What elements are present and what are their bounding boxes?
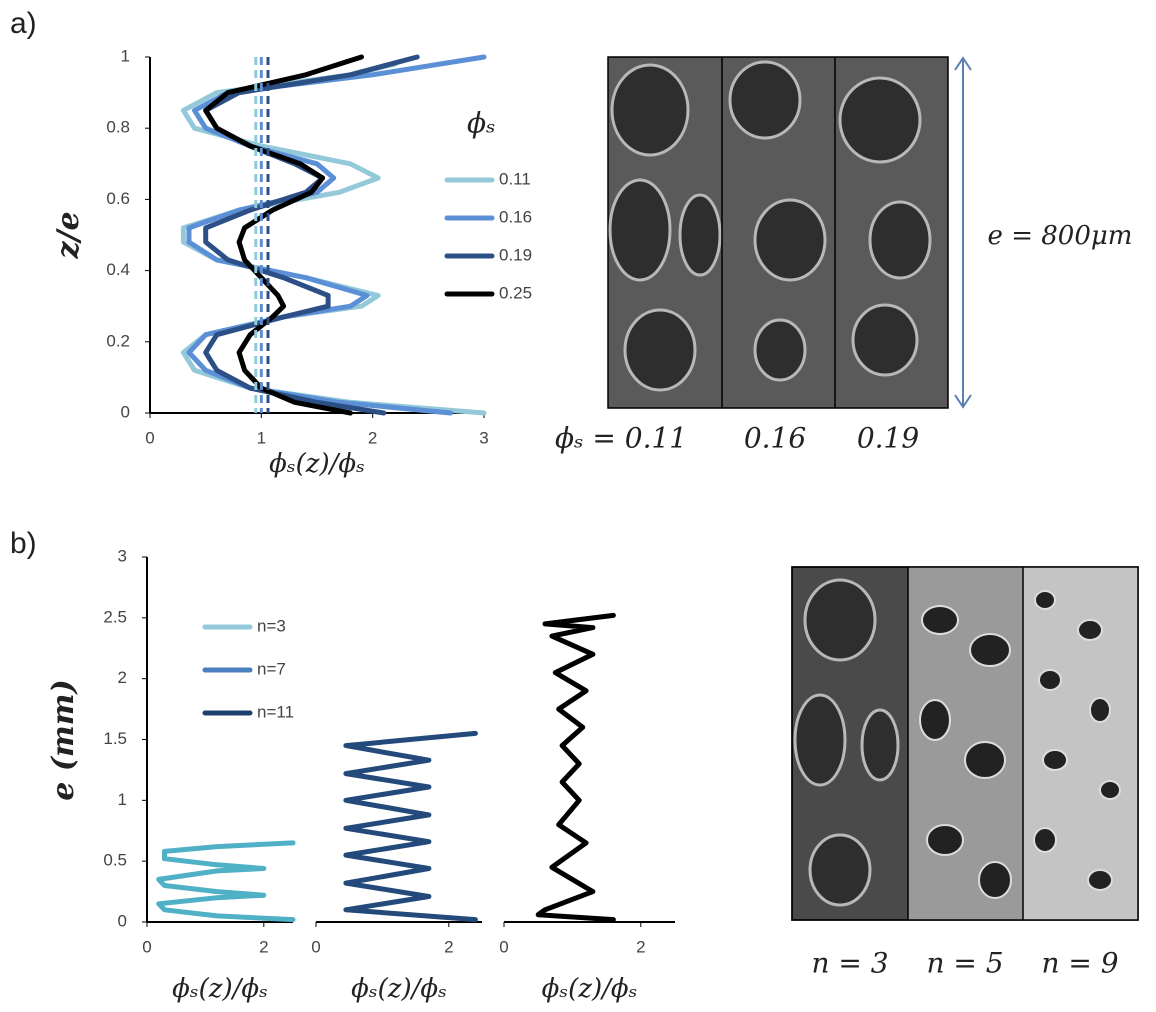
y-tick-label: 0.5 bbox=[103, 851, 127, 870]
x-tick-label: 0 bbox=[499, 937, 508, 956]
legend-label: n=11 bbox=[257, 702, 294, 721]
y-tick-label: 0.8 bbox=[106, 118, 130, 137]
x-tick-label: 2 bbox=[636, 937, 645, 956]
series-line bbox=[203, 54, 364, 416]
y-tick-label: 2.5 bbox=[103, 607, 127, 626]
y-tick-label: 0 bbox=[121, 402, 130, 421]
x-tick-label: 0 bbox=[145, 428, 154, 447]
series-line bbox=[186, 54, 487, 416]
series-line bbox=[180, 61, 487, 416]
y-tick-label: 1.5 bbox=[103, 729, 127, 748]
image-caption: 0.16 bbox=[744, 422, 806, 455]
x-tick-label: 2 bbox=[444, 937, 453, 956]
scale-label: e = 800μm bbox=[988, 221, 1133, 251]
y-tick-label: 3 bbox=[118, 546, 127, 565]
image-caption: n = 3 bbox=[811, 947, 888, 980]
series-line bbox=[535, 612, 616, 923]
legend-label: 0.11 bbox=[499, 169, 531, 188]
x-tick-label: 2 bbox=[259, 937, 268, 956]
y-axis-label: e (mm) bbox=[46, 679, 81, 800]
image-caption: 0.19 bbox=[857, 422, 919, 455]
scale-arrow bbox=[954, 56, 972, 409]
legend-label: n=3 bbox=[257, 616, 286, 635]
x-axis-label: ϕₛ(z)/ϕₛ bbox=[542, 974, 638, 1004]
y-tick-label: 1 bbox=[118, 790, 127, 809]
legend-title: ϕₛ bbox=[467, 107, 496, 140]
x-axis-label: ϕₛ(z)/ϕₛ bbox=[269, 449, 365, 479]
y-tick-label: 0.4 bbox=[106, 260, 130, 279]
y-axis-label: z/e bbox=[51, 211, 86, 259]
y-tick-label: 0 bbox=[118, 911, 127, 930]
image-caption: n = 5 bbox=[926, 947, 1003, 980]
panel-label: b) bbox=[10, 527, 37, 560]
image-caption: n = 9 bbox=[1041, 947, 1118, 980]
legend-label: 0.19 bbox=[499, 245, 532, 264]
y-tick-label: 1 bbox=[121, 46, 130, 65]
x-tick-label: 3 bbox=[479, 428, 488, 447]
legend-label: 0.25 bbox=[499, 283, 532, 302]
x-tick-label: 1 bbox=[257, 428, 266, 447]
legend-label: n=7 bbox=[257, 659, 286, 678]
series-line bbox=[156, 840, 296, 923]
x-tick-label: 0 bbox=[142, 937, 151, 956]
series-line bbox=[343, 730, 478, 923]
y-tick-label: 0.2 bbox=[106, 331, 130, 350]
image-caption: ϕₛ = 0.11 bbox=[555, 422, 687, 455]
legend-label: 0.16 bbox=[499, 207, 532, 226]
y-tick-label: 2 bbox=[118, 668, 127, 687]
x-tick-label: 2 bbox=[368, 428, 377, 447]
y-tick-label: 0.6 bbox=[106, 189, 130, 208]
x-tick-label: 0 bbox=[311, 937, 320, 956]
x-axis-label: ϕₛ(z)/ϕₛ bbox=[351, 974, 447, 1004]
panel-label: a) bbox=[10, 7, 37, 40]
series-line bbox=[203, 54, 420, 416]
sem-image-a bbox=[607, 56, 949, 409]
x-axis-label: ϕₛ(z)/ϕₛ bbox=[172, 974, 268, 1004]
sem-image-b bbox=[791, 566, 1139, 921]
